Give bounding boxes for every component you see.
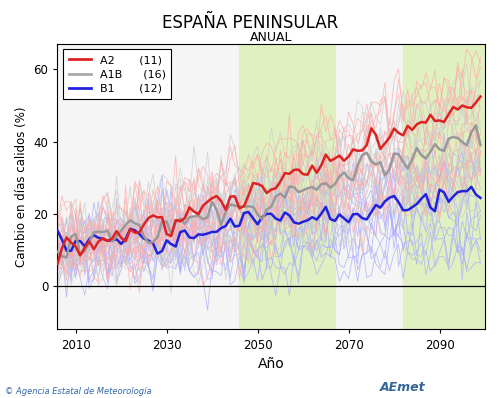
Legend: A2       (11), A1B      (16), B1       (12): A2 (11), A1B (16), B1 (12) xyxy=(63,49,171,100)
Y-axis label: Cambio en días calidos (%): Cambio en días calidos (%) xyxy=(15,106,28,267)
Text: © Agencia Estatal de Meteorología: © Agencia Estatal de Meteorología xyxy=(5,387,152,396)
Title: ANUAL: ANUAL xyxy=(250,31,292,44)
X-axis label: Año: Año xyxy=(258,357,284,371)
Bar xyxy=(240,44,335,330)
Bar xyxy=(403,44,485,330)
Text: AEmet: AEmet xyxy=(380,381,426,394)
Text: ESPAÑA PENINSULAR: ESPAÑA PENINSULAR xyxy=(162,14,338,32)
